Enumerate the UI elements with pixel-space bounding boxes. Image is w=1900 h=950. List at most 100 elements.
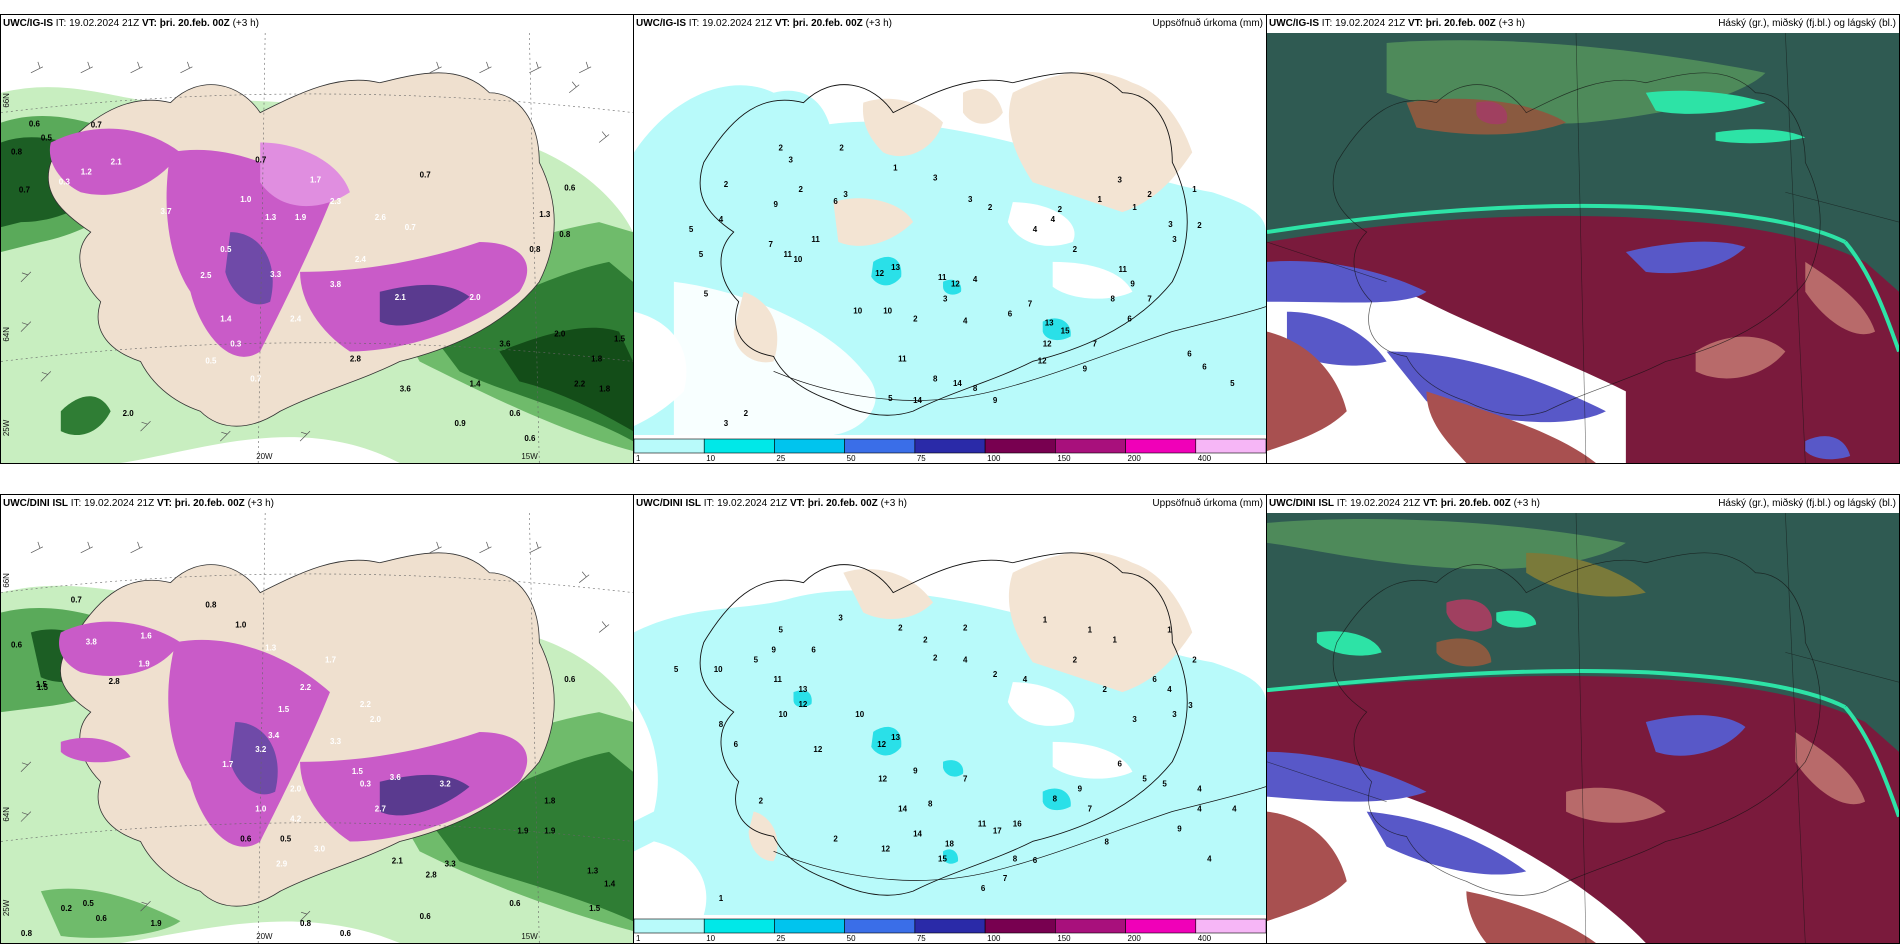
value-label: 1.5 xyxy=(37,683,49,692)
colorbar-tick-label: 150 xyxy=(1057,934,1071,943)
map-area[interactable]: 5 10 5 8 6 9 11 13 12 10 3 6 5 2 2 2 1 xyxy=(634,513,1266,915)
colorbar-tick-label: 200 xyxy=(1128,454,1142,463)
value-label: 7 xyxy=(1088,805,1093,814)
value-label: 1.8 xyxy=(599,384,611,393)
map-area[interactable]: 20W 15W 66N 64N 25W 0.7 0.6 1.5 2.8 1.6 … xyxy=(1,513,633,943)
value-label: 1.7 xyxy=(310,175,322,184)
value-label: 7 xyxy=(1028,300,1033,309)
value-label: 3 xyxy=(1168,220,1173,229)
value-label: 0.7 xyxy=(420,170,432,179)
panel-r2c3-cloud-layers[interactable]: UWC/DINI ISL IT: 19.02.2024 21Z VT: þri.… xyxy=(1266,494,1900,944)
value-label: 2.0 xyxy=(370,715,382,724)
value-label: 0.6 xyxy=(11,640,23,649)
value-label: 0.5 xyxy=(220,245,232,254)
value-label: 1.7 xyxy=(325,655,337,664)
vt-label: VT: xyxy=(141,18,157,29)
value-label: 2.7 xyxy=(375,805,387,814)
value-label: 10 xyxy=(853,307,862,316)
map-svg xyxy=(1267,33,1899,463)
value-label: 2 xyxy=(923,635,928,644)
vt-label: VT: xyxy=(1422,498,1438,509)
value-label: 2 xyxy=(1197,221,1202,230)
value-label: 1.9 xyxy=(151,919,163,928)
value-label: 0.6 xyxy=(420,912,432,921)
value-label: 2 xyxy=(1147,190,1152,199)
value-label: 0.6 xyxy=(340,929,352,938)
map-area[interactable] xyxy=(1267,513,1899,943)
value-label: 6 xyxy=(981,884,986,893)
model-name: UWC/IG-IS xyxy=(636,18,686,29)
panel-header: UWC/DINI ISL IT: 19.02.2024 21Z VT: þri.… xyxy=(1,495,633,513)
value-label: 2 xyxy=(839,143,844,152)
value-label: 2.5 xyxy=(200,271,212,280)
colorbar-tick-label: 100 xyxy=(987,454,1001,463)
value-label: 4 xyxy=(1051,215,1056,224)
value-label: 10 xyxy=(855,710,864,719)
vt-label: VT: xyxy=(774,18,790,29)
value-label: 4 xyxy=(1167,685,1172,694)
vt-time: þri. 20.feb. 00Z xyxy=(1440,498,1511,509)
map-svg: 5 10 5 8 6 9 11 13 12 10 3 6 5 2 2 2 1 xyxy=(634,513,1266,915)
map-area[interactable] xyxy=(1267,33,1899,463)
value-label: 1.2 xyxy=(81,167,93,176)
it-label: IT: xyxy=(703,498,715,509)
colorbar: 1 10 25 50 75 100 150 200 400 xyxy=(634,435,1266,463)
value-label: 3.3 xyxy=(330,737,342,746)
value-label: 8 xyxy=(1053,795,1058,804)
it-label: IT: xyxy=(1321,18,1333,29)
value-label: 1.5 xyxy=(589,904,601,913)
value-label: 0.6 xyxy=(509,899,521,908)
value-label: 0.7 xyxy=(405,223,417,232)
value-label: 0.2 xyxy=(61,904,73,913)
colorbar-swatch xyxy=(1195,918,1266,934)
value-label: 8 xyxy=(1013,854,1018,863)
map-area[interactable]: 20W 15W 66N 64N 25W 0.6 0.5 0.8 0.7 1.2 … xyxy=(1,33,633,463)
colorbar-swatch xyxy=(1125,918,1197,934)
map-area[interactable]: 2 2 5 5 5 4 9 11 10 11 7 6 3 3 2 2 1 xyxy=(634,33,1266,435)
panel-r1c3-cloud-layers[interactable]: UWC/IG-IS IT: 19.02.2024 21Z VT: þri. 20… xyxy=(1266,14,1900,464)
colorbar-tick-label: 400 xyxy=(1198,454,1212,463)
it-time: 19.02.2024 21Z xyxy=(1350,498,1421,509)
value-label: 12 xyxy=(877,740,886,749)
value-label: 0.5 xyxy=(280,834,292,843)
value-labels: 5 10 5 8 6 9 11 13 12 10 3 6 5 2 2 2 1 xyxy=(674,613,1237,903)
value-label: 1.7 xyxy=(222,760,234,769)
colorbar-tick-label: 400 xyxy=(1198,934,1212,943)
value-label: 4 xyxy=(1023,675,1028,684)
panel-r1c1-precip-map[interactable]: UWC/IG-IS IT: 19.02.2024 21Z VT: þri. 20… xyxy=(0,14,634,464)
map-svg: 20W 15W 66N 64N 25W 0.7 0.6 1.5 2.8 1.6 … xyxy=(1,513,633,943)
lon-label-20w: 20W xyxy=(256,932,273,941)
vt-label: VT: xyxy=(156,498,172,509)
colorbar-tick-label: 25 xyxy=(776,934,785,943)
lat-label-25w: 25W xyxy=(2,899,11,916)
value-label: 2.8 xyxy=(426,870,438,879)
value-label: 15 xyxy=(938,854,947,863)
value-label: 11 xyxy=(978,819,987,828)
colorbar-swatch xyxy=(634,438,705,454)
value-label: 0.6 xyxy=(96,914,108,923)
value-label: 11 xyxy=(774,675,783,684)
value-label: 7 xyxy=(1147,295,1152,304)
lead-time: (+3 h) xyxy=(1498,18,1525,29)
vt-time: þri. 20.feb. 00Z xyxy=(159,18,230,29)
value-label: 1.4 xyxy=(604,879,616,888)
panel-r2c2-accum-precip[interactable]: UWC/DINI ISL IT: 19.02.2024 21Z VT: þri.… xyxy=(633,494,1267,944)
vt-time: þri. 20.feb. 00Z xyxy=(174,498,245,509)
panel-r2c1-precip-map[interactable]: UWC/DINI ISL IT: 19.02.2024 21Z VT: þri.… xyxy=(0,494,634,944)
lat-label-66n: 66N xyxy=(2,573,11,588)
value-label: 13 xyxy=(891,733,900,742)
value-label: 3 xyxy=(1172,710,1177,719)
value-label: 3 xyxy=(1132,715,1137,724)
value-label: 2 xyxy=(988,203,993,212)
value-label: 0.7 xyxy=(19,185,31,194)
value-label: 5 xyxy=(689,225,694,234)
value-label: 0.3 xyxy=(59,177,71,186)
value-label: 6 xyxy=(833,197,838,206)
colorbar-swatch xyxy=(774,438,845,454)
panel-r1c2-accum-precip[interactable]: UWC/IG-IS IT: 19.02.2024 21Z VT: þri. 20… xyxy=(633,14,1267,464)
value-label: 9 xyxy=(913,767,918,776)
lat-label-66n: 66N xyxy=(2,93,11,108)
colorbar-swatch xyxy=(703,438,775,454)
value-label: 2.1 xyxy=(111,157,123,166)
value-label: 13 xyxy=(1045,319,1054,328)
